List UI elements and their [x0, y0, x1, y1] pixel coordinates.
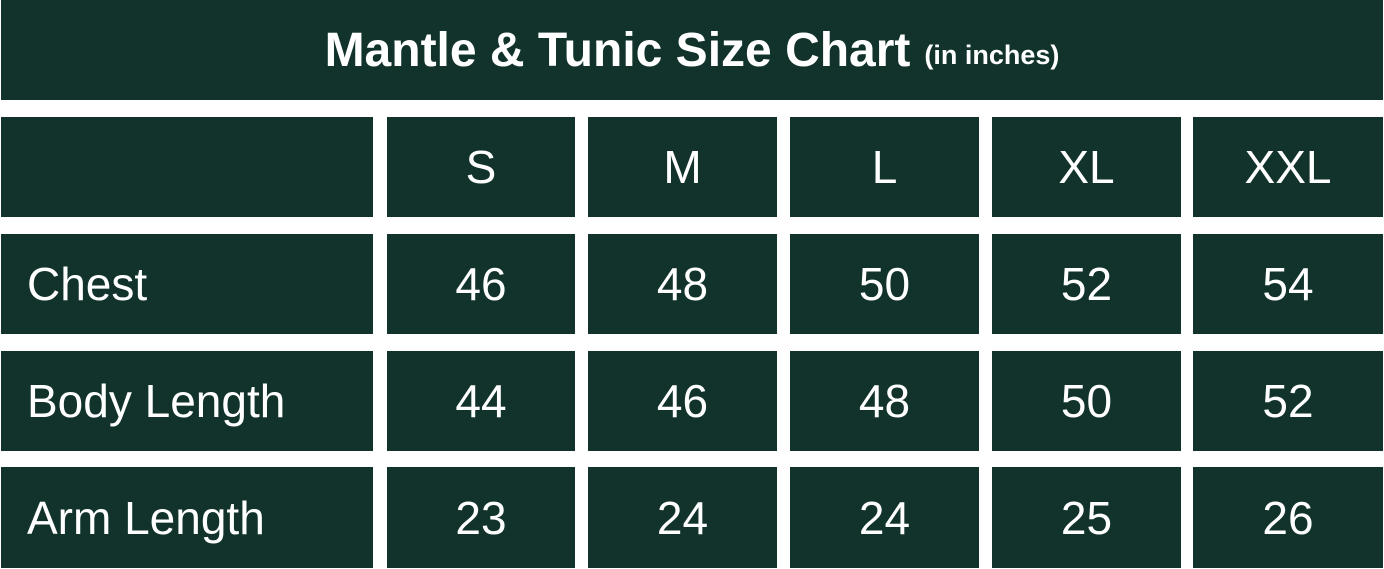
value-cell: 46	[588, 351, 777, 451]
value-cell-text: 50	[1060, 375, 1113, 427]
header-cell-size-text: L	[871, 141, 898, 193]
value-cell-text: 24	[656, 491, 709, 544]
value-cell: 46	[387, 234, 575, 334]
value-cell-text: 48	[656, 258, 709, 310]
chart-title: Mantle & Tunic Size Chart	[324, 23, 911, 77]
row-label-cell: Arm Length	[1, 467, 373, 568]
header-cell-size: M	[588, 117, 777, 217]
row-label-cell: Body Length	[1, 351, 373, 451]
value-cell-text: 24	[858, 491, 911, 544]
header-cell-size: XXL	[1193, 117, 1383, 217]
value-cell-text: 26	[1262, 491, 1314, 544]
value-cell-text: 46	[455, 258, 507, 310]
header-cell-size: L	[790, 117, 979, 217]
value-cell: 44	[387, 351, 575, 451]
row-label-cell-text: Body Length	[27, 375, 286, 427]
value-cell-text: 25	[1060, 491, 1113, 544]
value-cell: 24	[790, 467, 979, 568]
header-cell-size: XL	[992, 117, 1181, 217]
value-cell: 24	[588, 467, 777, 568]
value-cell-text: 44	[455, 375, 507, 427]
header-cell-size: S	[387, 117, 575, 217]
value-cell-text: 52	[1262, 375, 1314, 427]
value-cell: 25	[992, 467, 1181, 568]
value-cell: 52	[1193, 351, 1383, 451]
value-cell-text: 46	[656, 375, 709, 427]
header-cell-size-text: XXL	[1244, 141, 1332, 193]
value-cell-text: 23	[455, 491, 507, 544]
value-cell: 52	[992, 234, 1181, 334]
value-cell: 50	[790, 234, 979, 334]
value-cell-text: 54	[1262, 258, 1314, 310]
header-cell-size-text: XL	[1058, 141, 1115, 193]
value-cell: 23	[387, 467, 575, 568]
header-corner-cell	[1, 117, 373, 217]
row-label-cell: Chest	[1, 234, 373, 334]
header-cell-size-text: S	[465, 141, 497, 193]
chart-title-bar: Mantle & Tunic Size Chart (in inches)	[1, 0, 1383, 100]
row-label-cell-text: Chest	[27, 258, 148, 310]
value-cell-text: 48	[858, 375, 911, 427]
value-cell: 54	[1193, 234, 1383, 334]
value-cell: 26	[1193, 467, 1383, 568]
value-cell: 48	[790, 351, 979, 451]
value-cell: 50	[992, 351, 1181, 451]
row-label-cell-text: Arm Length	[27, 491, 265, 544]
value-cell-text: 50	[858, 258, 911, 310]
value-cell-text: 52	[1060, 258, 1113, 310]
value-cell: 48	[588, 234, 777, 334]
header-cell-size-text: M	[663, 141, 702, 193]
chart-subtitle: (in inches)	[924, 39, 1060, 70]
